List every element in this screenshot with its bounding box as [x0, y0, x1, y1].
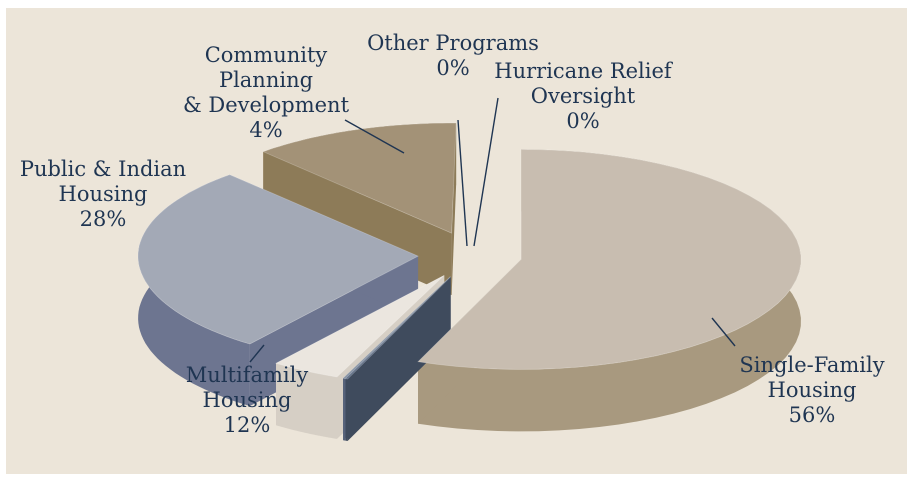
slice-label-line: Single-Family	[739, 353, 884, 377]
slice-label: Multifamily Housing 12%	[186, 363, 309, 437]
slice-label-line: Multifamily	[186, 363, 309, 387]
slice-label: Community Planning & Development 4%	[183, 43, 350, 142]
pie-slice-wall	[451, 123, 457, 296]
pie-slice-public-indian-housing	[137, 174, 420, 345]
leader-line	[344, 119, 405, 154]
slice-label-line: Housing	[59, 182, 148, 206]
slice-label-line: Housing	[203, 388, 292, 412]
slice-label-line: 56%	[789, 403, 836, 427]
slice-labels: Single-Family Housing 56%Hurricane Relief O…	[20, 31, 885, 437]
slice-label-line: Oversight	[531, 84, 636, 108]
pie-slice-single-family-housing	[417, 148, 802, 370]
leader-line	[249, 344, 265, 363]
pie-slice-multifamily-housing	[262, 122, 457, 234]
pie-slice-hurricane-relief-oversight	[344, 276, 451, 380]
slice-label-line: 0%	[436, 56, 469, 80]
slice-label: Other Programs 0%	[367, 31, 539, 80]
slice-tops	[137, 122, 802, 380]
slice-label-line: 4%	[249, 118, 282, 142]
pie-slice-other-programs	[342, 276, 451, 379]
leader-line	[457, 119, 468, 247]
slice-label: Hurricane Relief Oversight 0%	[494, 59, 674, 133]
slice-label-line: & Development	[183, 93, 350, 117]
slice-label: Public & Indian Housing 28%	[20, 157, 186, 231]
slice-label: Single-Family Housing 56%	[739, 353, 884, 427]
slice-label-line: Community	[205, 43, 328, 67]
leader-line	[711, 317, 736, 347]
slice-label-line: 0%	[566, 109, 599, 133]
leader-line	[473, 97, 499, 247]
slice-label-line: Housing	[768, 378, 857, 402]
pie-slice-wall	[345, 276, 451, 441]
slice-label-line: Public & Indian	[20, 157, 186, 181]
slice-label-line: Hurricane Relief	[494, 59, 674, 83]
slice-label-line: Planning	[219, 68, 313, 92]
slice-label-line: 28%	[80, 207, 127, 231]
slice-label-line: Other Programs	[367, 31, 539, 55]
pie-slice-community-planning-development	[274, 274, 445, 378]
slice-label-line: 12%	[224, 413, 271, 437]
